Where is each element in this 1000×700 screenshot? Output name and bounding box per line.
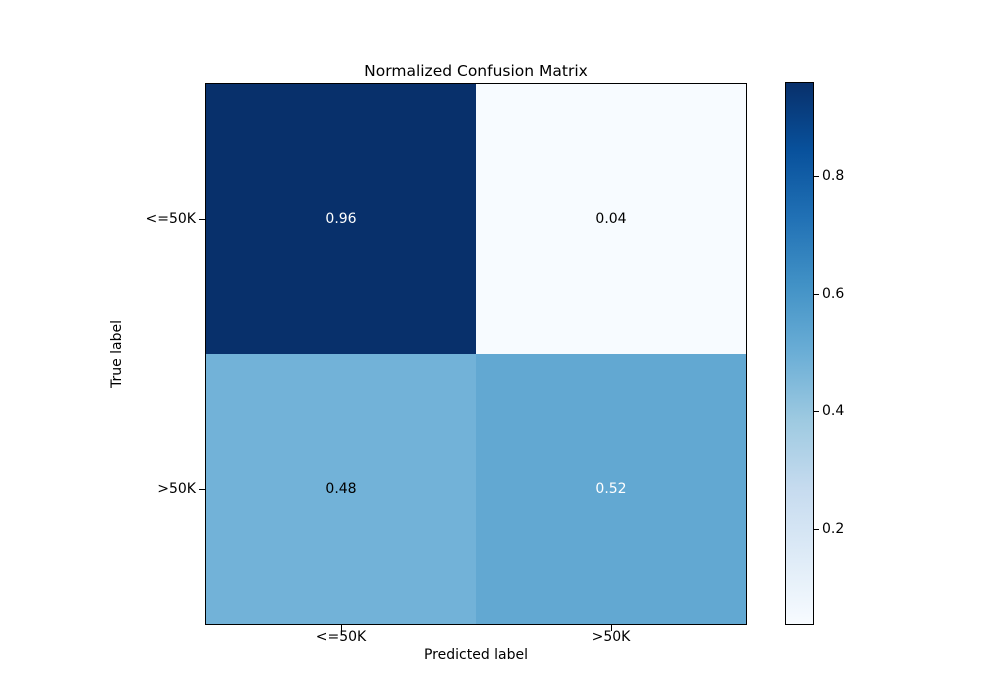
x-tick-mark-col0 xyxy=(341,625,342,631)
colorbar-tick-mark-1 xyxy=(814,294,819,295)
colorbar-tick-mark-2 xyxy=(814,411,819,412)
colorbar-tick-mark-0 xyxy=(814,176,819,177)
colorbar-tick-label-3: 0.2 xyxy=(822,521,845,537)
colorbar-tick-label-2: 0.4 xyxy=(822,403,845,419)
y-tick-mark-row0 xyxy=(199,219,205,220)
colorbar-tick-label-1: 0.6 xyxy=(822,286,845,302)
heatmap: 0.96 0.04 0.48 0.52 xyxy=(205,83,747,625)
x-tick-label-col0: <=50K xyxy=(315,629,367,645)
heatmap-cell-fn: 0.48 xyxy=(206,354,476,624)
y-tick-label-row1: >50K xyxy=(157,481,196,497)
heatmap-cell-tp: 0.52 xyxy=(476,354,746,624)
x-axis-label: Predicted label xyxy=(423,647,529,663)
colorbar-tick-label-0: 0.8 xyxy=(822,168,845,184)
colorbar-gradient xyxy=(785,82,814,625)
y-tick-label-row0: <=50K xyxy=(145,211,196,227)
heatmap-cell-fp: 0.04 xyxy=(476,84,746,354)
chart-title: Normalized Confusion Matrix xyxy=(364,62,588,80)
x-tick-label-col1: >50K xyxy=(591,629,631,645)
y-tick-mark-row1 xyxy=(199,489,205,490)
heatmap-cell-tn: 0.96 xyxy=(206,84,476,354)
x-tick-mark-col1 xyxy=(611,625,612,631)
y-axis-label: True label xyxy=(109,319,125,389)
colorbar-tick-mark-3 xyxy=(814,529,819,530)
